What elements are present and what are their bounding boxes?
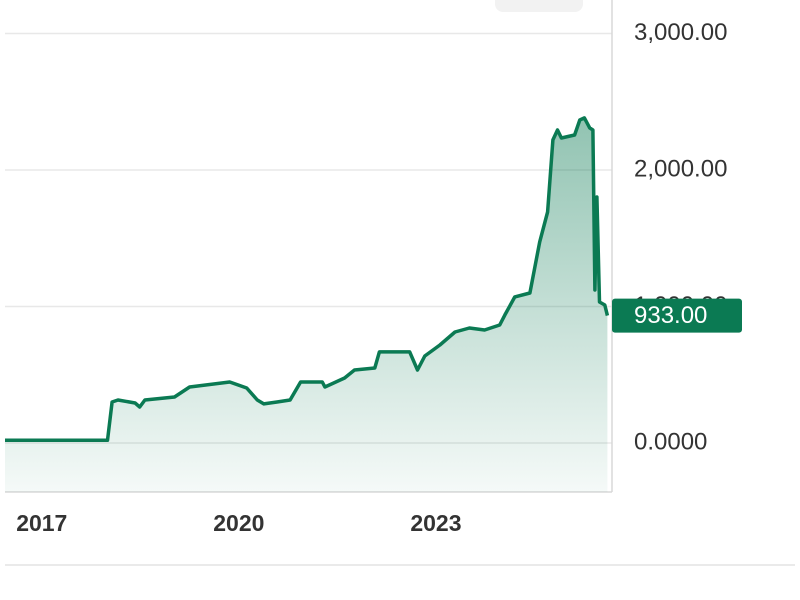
price-badge-label: 933.00 [634,302,707,329]
x-tick-label: 2017 [16,510,67,536]
range-button[interactable] [495,0,583,12]
y-tick-label: 2,000.00 [634,155,727,182]
area-fill [5,117,608,493]
y-tick-label: 0.0000 [634,428,707,455]
x-tick-label: 2020 [213,510,264,536]
price-badge [612,298,742,333]
y-tick-label: 3,000.00 [634,19,727,46]
x-tick-label: 2023 [410,510,461,536]
price-line [5,116,610,443]
